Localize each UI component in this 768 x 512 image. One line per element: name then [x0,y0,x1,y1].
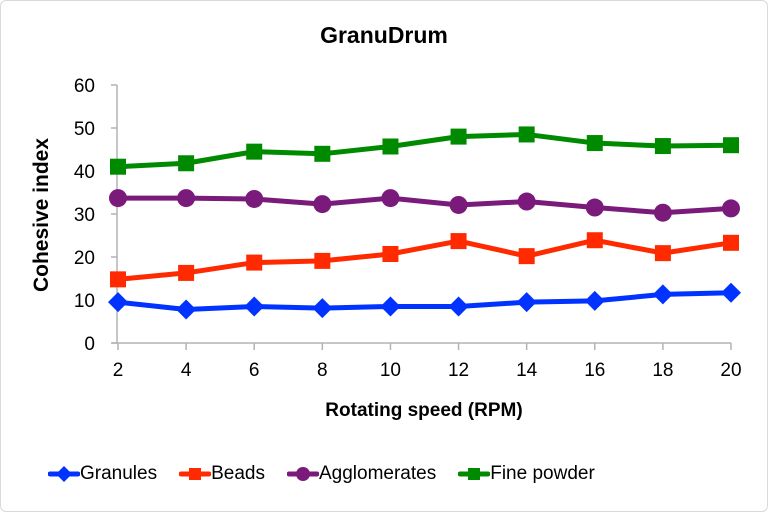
x-tick-label: 6 [249,360,260,381]
legend-label: Granules [80,463,158,484]
y-tick-label: 60 [74,76,95,97]
y-tick-label: 40 [74,162,95,183]
legend-marker-icon [48,466,80,482]
chart-title: GranuDrum [320,22,448,48]
y-tick-label: 0 [84,334,95,355]
y-tick-label: 30 [74,205,95,226]
y-tick-label: 10 [74,291,95,312]
legend-item: Beads [179,463,265,485]
y-tick-label: 20 [74,248,95,269]
legend-label: Agglomerates [318,463,437,484]
legend-marker-icon [286,467,319,481]
x-tick-label: 16 [584,360,605,381]
legend-item: Fine powder [458,463,595,485]
series-granules [108,282,741,320]
legend-marker-icon [458,468,491,480]
x-tick-label: 10 [380,360,401,381]
x-tick-label: 12 [448,360,469,381]
x-axis-label: Rotating speed (RPM) [325,400,523,421]
x-tick-label: 4 [181,360,192,381]
legend-label: Beads [211,463,265,484]
x-tick-label: 20 [720,360,741,381]
legend-item: Granules [48,463,157,485]
legend-marker-icon [179,468,212,480]
series-agglomerates [109,189,740,222]
series-fine-powder [110,126,739,175]
legend-item: Agglomerates [286,463,437,485]
series-beads [110,232,739,288]
x-tick-label: 8 [317,360,328,381]
legend: Granules Beads Agglomerates Fine powder [48,463,617,485]
legend-label: Fine powder [490,463,595,484]
x-tick-label: 2 [113,360,124,381]
x-tick-label: 18 [652,360,673,381]
y-tick-label: 50 [74,119,95,140]
x-tick-label: 14 [516,360,538,381]
